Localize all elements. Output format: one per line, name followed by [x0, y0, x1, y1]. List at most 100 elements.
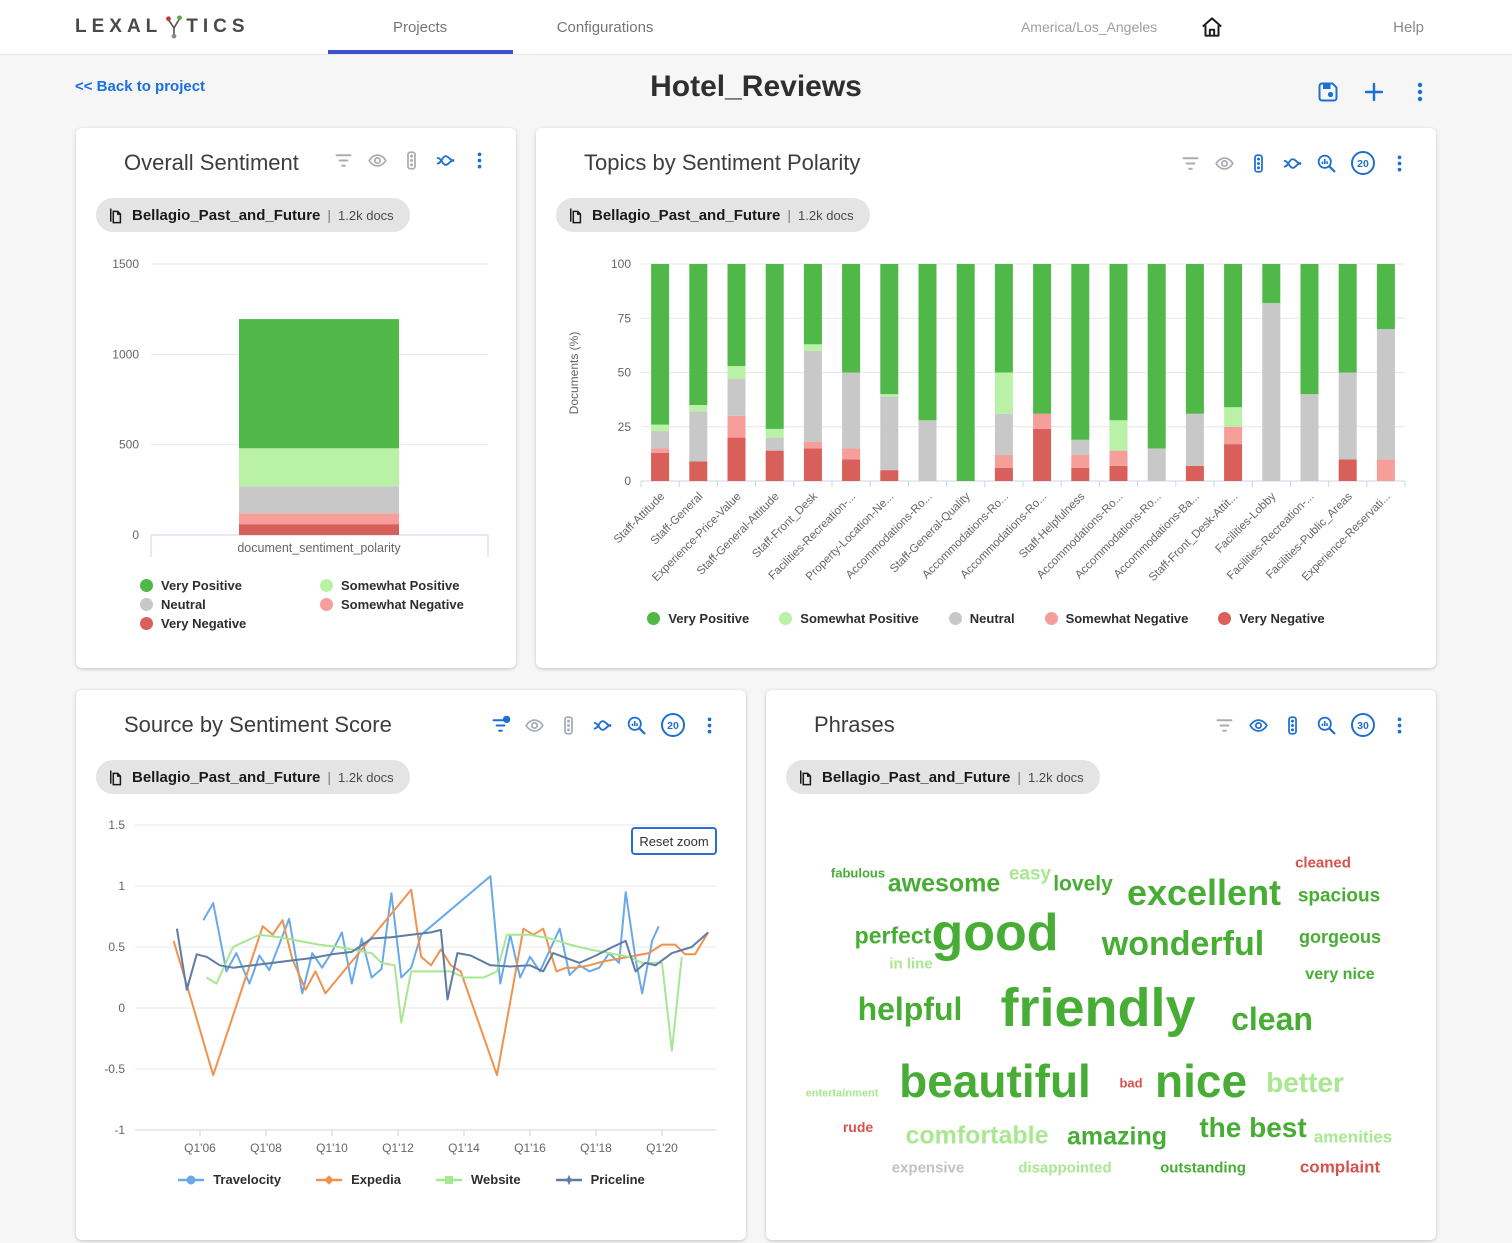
bar-segment[interactable]	[842, 448, 861, 460]
phrase-word[interactable]: easy	[1008, 863, 1052, 885]
bar-segment[interactable]	[803, 441, 822, 449]
bar-segment[interactable]	[803, 344, 822, 351]
bar-segment[interactable]	[1262, 303, 1281, 481]
bar-segment-very-positive[interactable]	[239, 319, 399, 449]
bar-segment[interactable]	[1224, 264, 1243, 408]
bar-segment[interactable]	[1071, 467, 1090, 481]
bar-segment[interactable]	[727, 437, 746, 481]
add-widget-icon[interactable]	[1362, 80, 1386, 104]
filter-icon[interactable]	[1180, 153, 1201, 174]
bar-segment[interactable]	[1109, 465, 1128, 481]
phrase-word[interactable]: expensive	[891, 1159, 965, 1177]
phrase-word[interactable]: in line	[889, 955, 933, 973]
bar-segment[interactable]	[1109, 450, 1128, 466]
bar-segment[interactable]	[1185, 465, 1204, 481]
phrase-word[interactable]: bad	[1119, 1075, 1143, 1091]
phrase-word[interactable]: entertainment	[805, 1087, 879, 1100]
count-badge[interactable]: 30	[1350, 712, 1376, 738]
bar-segment[interactable]	[1071, 439, 1090, 455]
bar-segment[interactable]	[651, 424, 670, 432]
help-link[interactable]: Help	[1393, 18, 1424, 36]
legend-item-expedia[interactable]: Expedia	[315, 1172, 401, 1187]
bar-segment[interactable]	[1224, 407, 1243, 427]
bar-segment[interactable]	[918, 264, 937, 421]
bar-segment[interactable]	[1185, 264, 1204, 414]
bar-segment[interactable]	[727, 264, 746, 366]
bar-segment[interactable]	[651, 452, 670, 481]
legend-item-neutral[interactable]: Neutral	[948, 611, 1015, 626]
bar-segment[interactable]	[803, 350, 822, 442]
phrase-word[interactable]: disappointed	[1018, 1159, 1112, 1177]
phrase-word[interactable]: better	[1266, 1067, 1344, 1098]
bar-segment[interactable]	[1033, 428, 1052, 481]
phrase-word[interactable]: nice	[1154, 1055, 1248, 1107]
traffic-icon[interactable]	[401, 150, 422, 171]
dataset-chip[interactable]: Bellagio_Past_and_Future | 1.2k docs	[556, 198, 870, 232]
phrase-word[interactable]: wonderful	[1101, 925, 1265, 963]
series-line-travelocity[interactable]	[202, 875, 660, 995]
bar-segment[interactable]	[842, 459, 861, 481]
bar-segment[interactable]	[994, 264, 1013, 373]
bar-segment[interactable]	[880, 264, 899, 395]
phrase-word[interactable]: clean	[1231, 1001, 1313, 1037]
phrase-word[interactable]: spacious	[1297, 885, 1381, 907]
phrase-word[interactable]: amenities	[1313, 1127, 1393, 1147]
eye-icon[interactable]	[1248, 715, 1269, 736]
bar-segment[interactable]	[994, 467, 1013, 481]
phrase-word[interactable]: awesome	[887, 869, 1001, 898]
series-line-website[interactable]	[206, 933, 683, 1052]
bar-segment[interactable]	[842, 264, 861, 373]
bar-segment[interactable]	[880, 470, 899, 481]
legend-item-somewhat-negative[interactable]: Somewhat Negative	[320, 595, 500, 613]
bar-segment-somewhat-negative[interactable]	[239, 513, 399, 525]
bar-segment[interactable]	[994, 372, 1013, 414]
bar-segment-somewhat-positive[interactable]	[239, 448, 399, 487]
bar-segment[interactable]	[689, 461, 708, 481]
bar-segment[interactable]	[1224, 444, 1243, 481]
bar-segment[interactable]	[1071, 264, 1090, 440]
zoomchart-icon[interactable]	[1316, 153, 1337, 174]
bar-segment[interactable]	[1300, 394, 1319, 481]
bar-segment[interactable]	[842, 372, 861, 449]
legend-item-very-positive[interactable]: Very Positive	[647, 611, 749, 626]
bar-segment[interactable]	[1147, 448, 1166, 481]
tab-configurations[interactable]: Configurations	[513, 0, 698, 54]
tab-projects[interactable]: Projects	[327, 0, 513, 54]
bar-segment[interactable]	[1185, 413, 1204, 466]
dashboard-menu-kebab-icon[interactable]	[1408, 80, 1432, 104]
filter-icon[interactable]	[1214, 715, 1235, 736]
bar-segment[interactable]	[651, 431, 670, 449]
bar-segment[interactable]	[1376, 329, 1395, 460]
bar-segment[interactable]	[765, 264, 784, 429]
kebab-icon[interactable]	[469, 150, 490, 171]
kebab-icon[interactable]	[699, 715, 720, 736]
bar-segment[interactable]	[1033, 413, 1052, 429]
phrase-word[interactable]: amazing	[1066, 1122, 1168, 1151]
traffic-icon[interactable]	[558, 715, 579, 736]
legend-item-very-positive[interactable]: Very Positive	[140, 576, 320, 594]
eye-icon[interactable]	[1214, 153, 1235, 174]
legend-item-travelocity[interactable]: Travelocity	[177, 1172, 281, 1187]
bar-segment[interactable]	[1338, 459, 1357, 481]
bar-segment[interactable]	[689, 411, 708, 462]
kebab-icon[interactable]	[1389, 715, 1410, 736]
legend-item-priceline[interactable]: Priceline	[555, 1172, 645, 1187]
bar-segment[interactable]	[689, 405, 708, 412]
filter-icon[interactable]	[490, 715, 511, 736]
reset-zoom-button[interactable]: Reset zoom	[631, 827, 717, 855]
bar-segment[interactable]	[918, 420, 937, 481]
legend-item-very-negative[interactable]: Very Negative	[140, 614, 320, 632]
bar-segment[interactable]	[880, 394, 899, 397]
bar-segment[interactable]	[1109, 420, 1128, 451]
bar-segment[interactable]	[1300, 264, 1319, 395]
bar-segment[interactable]	[1224, 426, 1243, 445]
back-to-project-link[interactable]: << Back to project	[75, 78, 206, 95]
bar-segment[interactable]	[1262, 264, 1281, 304]
legend-item-somewhat-positive[interactable]: Somewhat Positive	[779, 611, 919, 626]
phrase-word[interactable]: comfortable	[905, 1121, 1049, 1150]
series-line-expedia[interactable]	[172, 888, 710, 1077]
phrase-word[interactable]: cleaned	[1295, 854, 1351, 872]
legend-item-somewhat-negative[interactable]: Somewhat Negative	[1044, 611, 1188, 626]
bar-segment[interactable]	[880, 396, 899, 471]
bar-segment[interactable]	[803, 448, 822, 481]
